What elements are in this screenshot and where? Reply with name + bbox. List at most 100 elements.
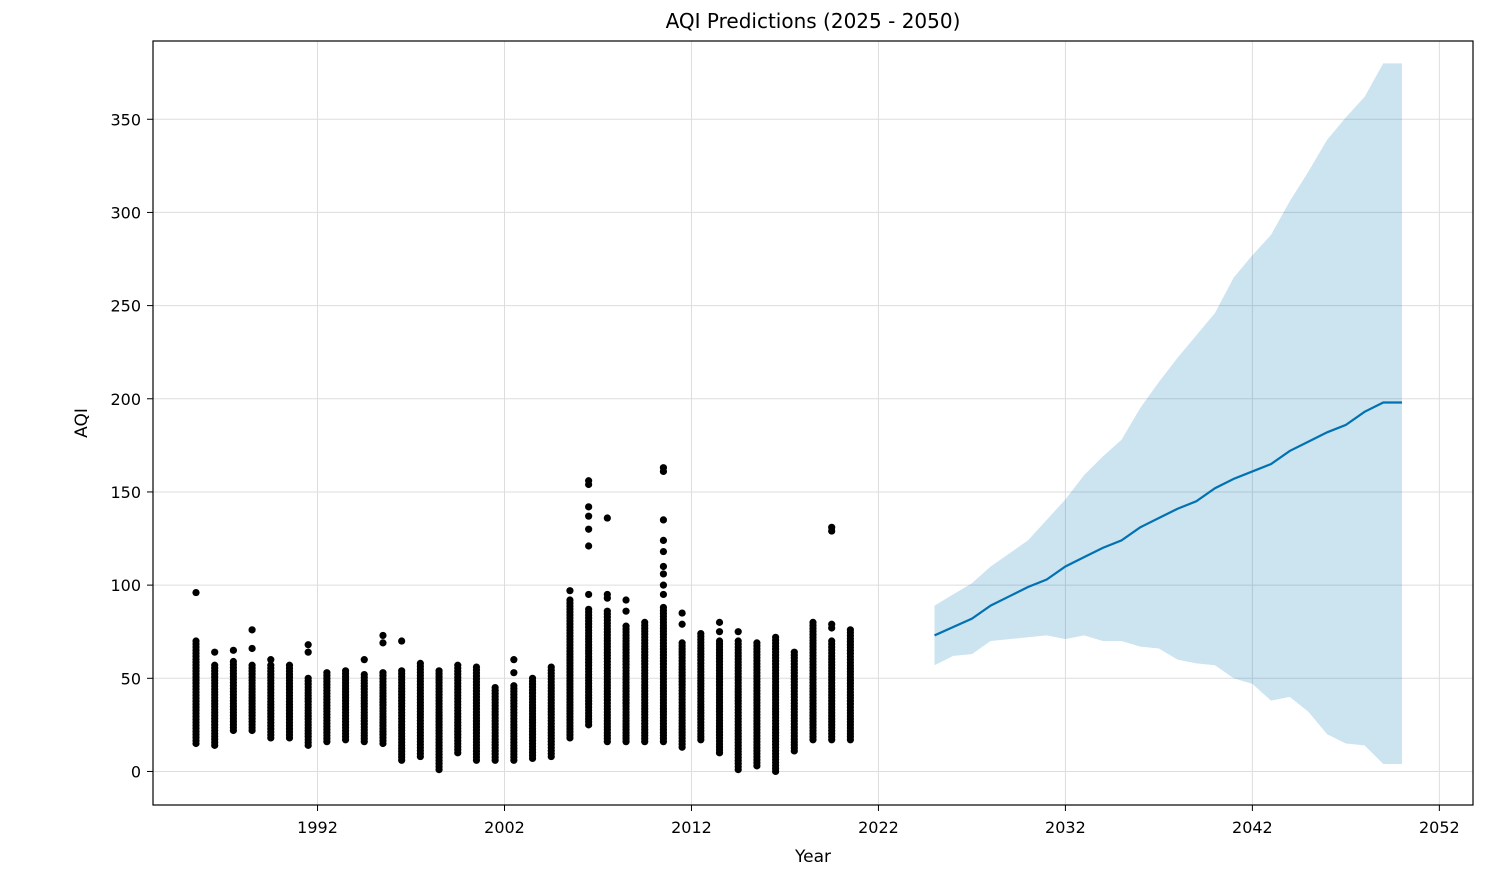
observed-year-2015 [753, 639, 761, 770]
data-point-outlier [659, 590, 668, 599]
data-point [285, 661, 294, 669]
data-point [753, 639, 761, 647]
data-point-outlier [566, 587, 574, 595]
data-point [659, 603, 668, 612]
data-point [304, 674, 312, 682]
data-point [416, 659, 424, 667]
data-point-outlier [715, 628, 724, 636]
observed-year-2011 [678, 609, 686, 751]
observed-year-2013 [715, 618, 724, 757]
x-tick-label: 2012 [671, 818, 712, 837]
data-point [641, 618, 649, 626]
data-point-outlier [659, 581, 668, 589]
forecast-line [934, 401, 1402, 637]
data-point [566, 596, 574, 604]
data-point-outlier [379, 631, 387, 640]
y-axis-ticks: 0 50 100 150 200 250 300 350 [110, 110, 153, 781]
uncertainty-band-layer [934, 63, 1402, 765]
data-point [360, 670, 368, 679]
data-point-outlier [828, 620, 836, 628]
observed-year-1985 [192, 588, 200, 748]
y-tick-label: 300 [110, 203, 141, 222]
observed-year-1999 [454, 661, 462, 757]
chart-title: AQI Predictions (2025 - 2050) [666, 9, 961, 33]
data-point-outlier [603, 514, 611, 522]
data-point-outlier [659, 547, 668, 556]
data-point-outlier [678, 609, 686, 617]
y-tick-label: 0 [131, 762, 141, 781]
data-point [192, 637, 200, 645]
x-tick-label: 1992 [297, 818, 338, 837]
data-point [211, 661, 219, 669]
data-point-outlier [229, 646, 237, 654]
observed-year-2020 [846, 626, 854, 744]
observed-year-2009 [641, 618, 649, 746]
data-point-outlier [734, 628, 742, 636]
observed-year-2008 [622, 596, 630, 746]
y-tick-label: 350 [110, 110, 141, 129]
data-point [528, 674, 537, 682]
data-point-outlier [585, 512, 593, 520]
observed-year-1990 [285, 661, 294, 742]
observed-year-2010 [659, 464, 668, 746]
observed-year-2012 [697, 629, 705, 744]
data-point [715, 637, 724, 645]
data-point-outlier [622, 607, 630, 615]
data-point-outlier [510, 656, 518, 664]
y-tick-label: 200 [110, 390, 141, 409]
observed-year-2005 [566, 587, 574, 742]
data-point [398, 667, 406, 675]
observed-year-2017 [790, 648, 798, 755]
data-point [491, 684, 499, 692]
x-tick-label: 2002 [484, 818, 525, 837]
data-point-outlier [510, 669, 518, 677]
x-tick-label: 2042 [1232, 818, 1273, 837]
observed-year-2003 [528, 674, 537, 763]
observed-year-2019 [828, 523, 836, 744]
data-point [697, 629, 705, 638]
observed-year-2006 [585, 477, 593, 729]
plot-area-frame [152, 40, 1474, 806]
observed-year-1989 [267, 656, 275, 742]
data-point [267, 661, 275, 669]
data-point-outlier [659, 570, 668, 578]
observed-year-1991 [304, 641, 312, 749]
observed-year-1988 [248, 626, 256, 735]
observed-year-1998 [435, 667, 443, 774]
data-point-outlier [659, 562, 668, 571]
observed-year-1994 [360, 656, 368, 746]
data-point [790, 648, 798, 656]
observed-year-1996 [398, 637, 406, 764]
data-point-outlier [585, 525, 593, 533]
data-point [248, 661, 256, 669]
y-axis-label: AQI [72, 408, 92, 438]
data-point-outlier [678, 620, 686, 628]
data-point [323, 669, 331, 677]
data-point-outlier [192, 588, 200, 597]
observed-year-1986 [211, 648, 219, 749]
observed-year-2002 [510, 656, 518, 764]
data-point [809, 618, 817, 626]
observed-year-1993 [341, 667, 350, 744]
data-point-outlier [304, 648, 312, 656]
observed-year-2016 [772, 633, 780, 776]
data-point [472, 663, 481, 671]
data-point [547, 663, 555, 671]
data-point-outlier [659, 536, 668, 544]
observed-year-2007 [603, 514, 611, 746]
data-point [435, 667, 443, 675]
data-point-outlier [585, 542, 593, 550]
data-point-outlier [715, 618, 724, 626]
observed-year-1987 [229, 646, 237, 735]
data-point [510, 682, 518, 690]
data-point [622, 622, 630, 630]
data-point-outlier [585, 477, 593, 485]
observed-points-layer [192, 464, 854, 776]
data-point-outlier [248, 626, 256, 634]
data-point-outlier [379, 639, 387, 647]
data-point-outlier [603, 590, 611, 599]
data-point-outlier [585, 503, 593, 511]
data-point-outlier [398, 637, 406, 645]
